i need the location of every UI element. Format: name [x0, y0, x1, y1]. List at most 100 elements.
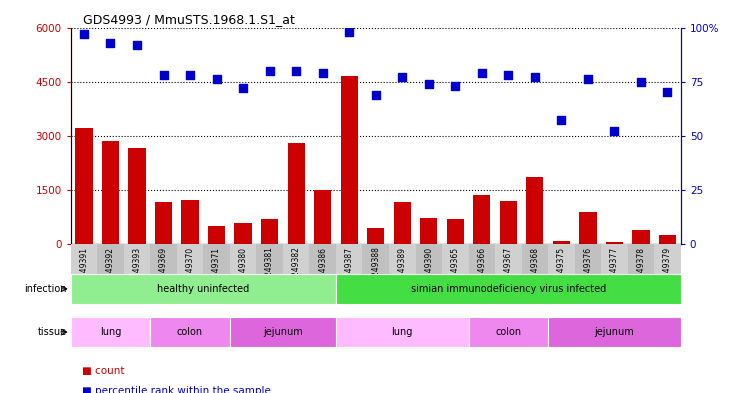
Bar: [208, 226, 225, 244]
Text: GSM1249365: GSM1249365: [451, 246, 460, 298]
Text: GSM1249379: GSM1249379: [663, 246, 672, 298]
Text: GSM1249375: GSM1249375: [557, 246, 566, 298]
Text: infection: infection: [25, 284, 67, 294]
Bar: [283, 244, 310, 301]
Point: [184, 72, 196, 78]
Bar: [336, 244, 362, 301]
Point: [449, 83, 461, 89]
Point: [529, 74, 541, 80]
Text: colon: colon: [496, 327, 522, 337]
Bar: [548, 244, 574, 301]
Point: [131, 42, 143, 48]
Bar: [97, 244, 124, 301]
Text: GSM1249393: GSM1249393: [132, 246, 141, 298]
Bar: [367, 228, 385, 244]
Bar: [526, 177, 543, 244]
Bar: [177, 244, 203, 301]
Text: GSM1249378: GSM1249378: [636, 246, 646, 298]
Bar: [659, 235, 676, 244]
Text: GDS4993 / MmuSTS.1968.1.S1_at: GDS4993 / MmuSTS.1968.1.S1_at: [83, 13, 295, 26]
Text: GSM1249381: GSM1249381: [265, 246, 274, 298]
Bar: [314, 190, 331, 244]
Bar: [150, 244, 177, 301]
Text: tissue: tissue: [38, 327, 67, 337]
Point: [635, 78, 647, 84]
Bar: [182, 200, 199, 244]
Bar: [548, 317, 681, 347]
Bar: [606, 242, 623, 244]
Text: colon: colon: [177, 327, 203, 337]
Text: lung: lung: [391, 327, 413, 337]
Bar: [129, 148, 146, 244]
Bar: [574, 244, 601, 301]
Bar: [473, 195, 490, 244]
Text: lung: lung: [100, 327, 121, 337]
Text: GSM1249392: GSM1249392: [106, 246, 115, 298]
Bar: [415, 244, 442, 301]
Point: [104, 39, 116, 46]
Text: GSM1249389: GSM1249389: [398, 246, 407, 298]
Point: [263, 68, 275, 74]
Text: GSM1249388: GSM1249388: [371, 246, 380, 298]
Bar: [287, 143, 305, 244]
Bar: [341, 76, 358, 244]
Bar: [230, 244, 257, 301]
Bar: [394, 202, 411, 244]
Bar: [75, 129, 92, 244]
Bar: [389, 244, 415, 301]
Bar: [469, 317, 548, 347]
Point: [211, 76, 222, 83]
Text: GSM1249387: GSM1249387: [344, 246, 353, 298]
Bar: [442, 244, 469, 301]
Bar: [124, 244, 150, 301]
Text: ■ count: ■ count: [82, 366, 124, 376]
Bar: [601, 244, 628, 301]
Text: jejunum: jejunum: [263, 327, 303, 337]
Bar: [654, 244, 681, 301]
Text: healthy uninfected: healthy uninfected: [157, 284, 249, 294]
Point: [502, 72, 514, 78]
Point: [343, 29, 355, 35]
Bar: [362, 244, 389, 301]
Point: [158, 72, 170, 78]
Point: [476, 70, 488, 76]
Bar: [102, 141, 119, 244]
Bar: [234, 223, 251, 244]
Bar: [446, 219, 464, 244]
Text: GSM1249367: GSM1249367: [504, 246, 513, 298]
Bar: [71, 317, 150, 347]
Bar: [230, 317, 336, 347]
Text: GSM1249377: GSM1249377: [610, 246, 619, 298]
Bar: [336, 274, 681, 304]
Bar: [500, 201, 517, 244]
Bar: [71, 274, 336, 304]
Point: [609, 128, 620, 134]
Text: GSM1249390: GSM1249390: [424, 246, 433, 298]
Bar: [257, 244, 283, 301]
Point: [370, 91, 382, 97]
Bar: [420, 218, 437, 244]
Bar: [71, 244, 97, 301]
Bar: [628, 244, 654, 301]
Bar: [495, 244, 522, 301]
Bar: [580, 212, 597, 244]
Text: GSM1249380: GSM1249380: [239, 246, 248, 298]
Text: GSM1249371: GSM1249371: [212, 246, 221, 298]
Point: [397, 74, 408, 80]
Point: [582, 76, 594, 83]
Point: [661, 89, 673, 95]
Text: GSM1249369: GSM1249369: [159, 246, 168, 298]
Bar: [155, 202, 172, 244]
Text: GSM1249376: GSM1249376: [583, 246, 592, 298]
Bar: [632, 230, 650, 244]
Text: jejunum: jejunum: [594, 327, 635, 337]
Point: [237, 85, 249, 91]
Point: [556, 117, 568, 123]
Text: simian immunodeficiency virus infected: simian immunodeficiency virus infected: [411, 284, 606, 294]
Text: GSM1249370: GSM1249370: [185, 246, 194, 298]
Bar: [336, 317, 469, 347]
Point: [290, 68, 302, 74]
Point: [317, 70, 329, 76]
Point: [423, 81, 434, 87]
Bar: [203, 244, 230, 301]
